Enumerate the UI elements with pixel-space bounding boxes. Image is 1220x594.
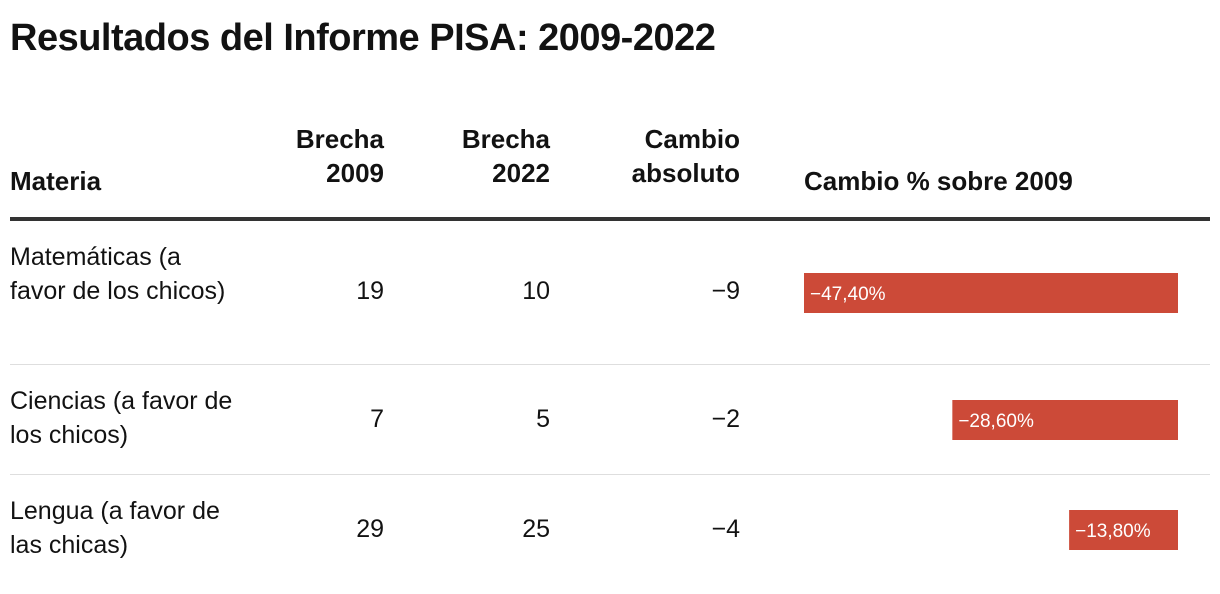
bar-label-row-1: −47,40% — [810, 284, 886, 305]
row-1-brecha-2009: 19 — [356, 277, 384, 305]
row-1-brecha-2022: 10 — [522, 277, 550, 305]
header-brecha-2022-line2: 2022 — [492, 158, 550, 188]
row-3-cambio-absoluto: −4 — [711, 515, 740, 543]
header-cambio-absoluto-line2: absoluto — [631, 158, 740, 188]
row-3-brecha-2022: 25 — [522, 515, 550, 543]
header-brecha-2009: Brecha 2009 — [250, 122, 384, 190]
bar-row-3 — [1069, 510, 1178, 550]
page-title: Resultados del Informe PISA: 2009-2022 — [10, 17, 716, 59]
header-cambio-absoluto-line1: Cambio — [644, 124, 740, 154]
row-1-materia: Matemáticas (a favor de los chicos) — [10, 243, 226, 305]
header-cambio-porcentaje: Cambio % sobre 2009 — [804, 166, 1073, 196]
row-2-materia: Ciencias (a favor de los chicos) — [10, 387, 233, 449]
header-materia: Materia — [10, 166, 102, 196]
row-2-cambio-absoluto: −2 — [711, 405, 740, 433]
row-3-materia: Lengua (a favor de las chicas) — [10, 497, 220, 559]
bar-label-row-3: −13,80% — [1075, 521, 1151, 542]
header-brecha-2022: Brecha 2022 — [410, 122, 550, 190]
row-2-brecha-2009: 7 — [370, 405, 384, 433]
row-divider-2 — [10, 474, 1210, 475]
header-brecha-2009-line1: Brecha — [295, 124, 384, 154]
bar-row-1 — [804, 273, 1178, 313]
bar-row-2 — [952, 400, 1178, 440]
header-brecha-2009-line2: 2009 — [326, 158, 384, 188]
row-3-brecha-2009: 29 — [356, 515, 384, 543]
header-brecha-2022-line1: Brecha — [461, 124, 550, 154]
bar-label-row-2: −28,60% — [958, 411, 1034, 432]
header-divider — [10, 217, 1210, 221]
row-1-cambio-absoluto: −9 — [711, 277, 740, 305]
row-2-brecha-2022: 5 — [536, 405, 550, 433]
row-divider-1 — [10, 364, 1210, 365]
header-cambio-absoluto: Cambio absoluto — [580, 122, 740, 190]
